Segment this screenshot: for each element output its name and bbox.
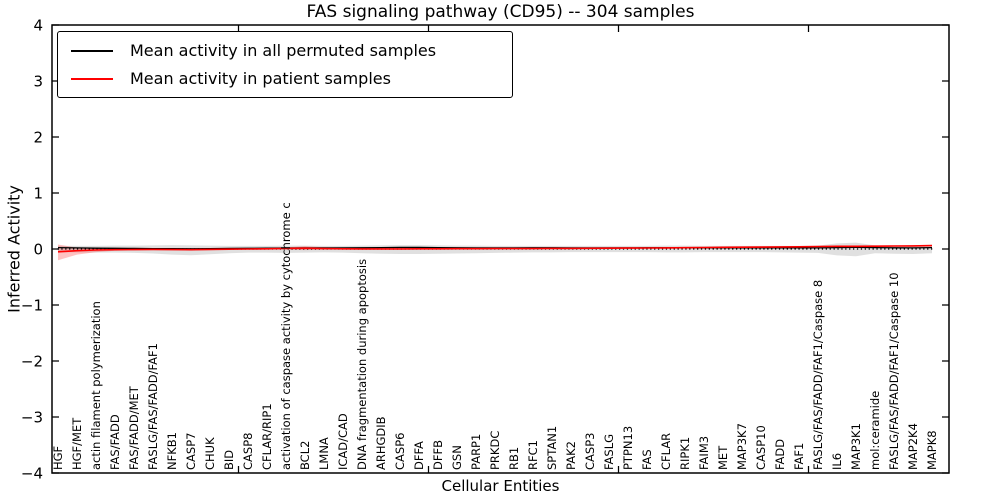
x-tick-label: BCL2 <box>298 441 312 470</box>
x-tick-label: FAIM3 <box>697 436 711 470</box>
x-tick-label: CHUK <box>203 437 217 470</box>
x-tick-label: CASP10 <box>754 425 768 470</box>
x-tick-label: MET <box>716 445 730 470</box>
legend-entry-permuted: Mean activity in all permuted samples <box>71 40 512 60</box>
x-tick-label: DFFA <box>412 441 426 470</box>
series-line-patient <box>57 244 933 253</box>
x-tick-label: CASP7 <box>184 433 198 470</box>
x-tick-label: FASLG <box>602 434 616 470</box>
y-tick-label: −1 <box>21 296 43 314</box>
x-tick-label: DFFB <box>431 440 445 470</box>
x-tick-label: BID <box>222 450 236 470</box>
x-tick-label: DNA fragmentation during apoptosis <box>355 259 369 470</box>
x-tick-label: MAP2K4 <box>906 423 920 470</box>
x-tick-label: FASLG/FAS/FADD/FAF1/Caspase 8 <box>811 280 825 470</box>
y-tick-label: −4 <box>21 464 43 482</box>
legend-line-black <box>71 49 113 52</box>
x-tick-label: ARHGDIB <box>374 416 388 470</box>
legend: Mean activity in all permuted samples Me… <box>57 31 513 98</box>
x-tick-label: IL6 <box>830 453 844 470</box>
x-tick-label: FAF1 <box>792 443 806 470</box>
x-tick-label: SPTAN1 <box>545 426 559 470</box>
x-tick-label: CASP6 <box>393 433 407 470</box>
chart-title: FAS signaling pathway (CD95) -- 304 samp… <box>306 2 695 22</box>
x-tick-label: PRKDC <box>488 431 502 470</box>
x-axis-label: Cellular Entities <box>441 477 560 495</box>
x-tick-label: FASLG/FAS/FADD/FAF1 <box>146 343 160 470</box>
x-tick-label: mol:ceramide <box>868 391 882 470</box>
x-tick-label: MAP3K1 <box>849 423 863 470</box>
legend-entry-patient: Mean activity in patient samples <box>71 68 512 88</box>
y-tick-label: 4 <box>33 16 43 34</box>
y-tick-label: 1 <box>33 184 43 202</box>
x-tick-label: CFLAR <box>659 433 673 470</box>
x-tick-label: PTPN13 <box>621 426 635 470</box>
x-tick-label: FAS <box>640 449 654 470</box>
x-tick-label: RB1 <box>507 447 521 470</box>
x-tick-label: ICAD/CAD <box>336 413 350 470</box>
x-tick-label: HGF/MET <box>70 417 84 470</box>
x-tick-label: LMNA <box>317 437 331 470</box>
legend-line-red <box>71 77 113 80</box>
x-tick-label: CFLAR/RIP1 <box>260 403 274 470</box>
x-tick-label: PARP1 <box>469 434 483 470</box>
x-tick-label: CASP8 <box>241 433 255 470</box>
x-tick-label: HGF <box>51 446 65 470</box>
x-tick-label: FAS/FADD <box>108 414 122 470</box>
y-tick-label: 2 <box>33 128 43 146</box>
x-tick-label: FAS/FADD/MET <box>127 385 141 470</box>
y-tick-label: 3 <box>33 72 43 90</box>
legend-label-patient: Mean activity in patient samples <box>130 68 391 88</box>
y-tick-label: −2 <box>21 352 43 370</box>
y-axis-label: Inferred Activity <box>4 185 24 313</box>
x-tick-label: CASP3 <box>583 433 597 470</box>
x-tick-label: actin filament polymerization <box>89 301 103 470</box>
x-tick-label: NFKB1 <box>165 432 179 470</box>
x-tick-label: MAPK8 <box>925 430 939 470</box>
x-tick-label: GSN <box>450 445 464 470</box>
x-tick-label: FASLG/FAS/FADD/FAF1/Caspase 10 <box>887 272 901 470</box>
x-tick-label: activation of caspase activity by cytoch… <box>279 202 293 470</box>
x-tick-label: MAP3K7 <box>735 423 749 470</box>
x-tick-label: RIPK1 <box>678 437 692 470</box>
x-tick-label: FADD <box>773 439 787 470</box>
x-tick-label: RFC1 <box>526 440 540 470</box>
legend-label-permuted: Mean activity in all permuted samples <box>130 40 437 60</box>
y-tick-label: −3 <box>21 408 43 426</box>
y-tick-label: 0 <box>33 240 43 258</box>
x-tick-label: PAK2 <box>564 441 578 470</box>
